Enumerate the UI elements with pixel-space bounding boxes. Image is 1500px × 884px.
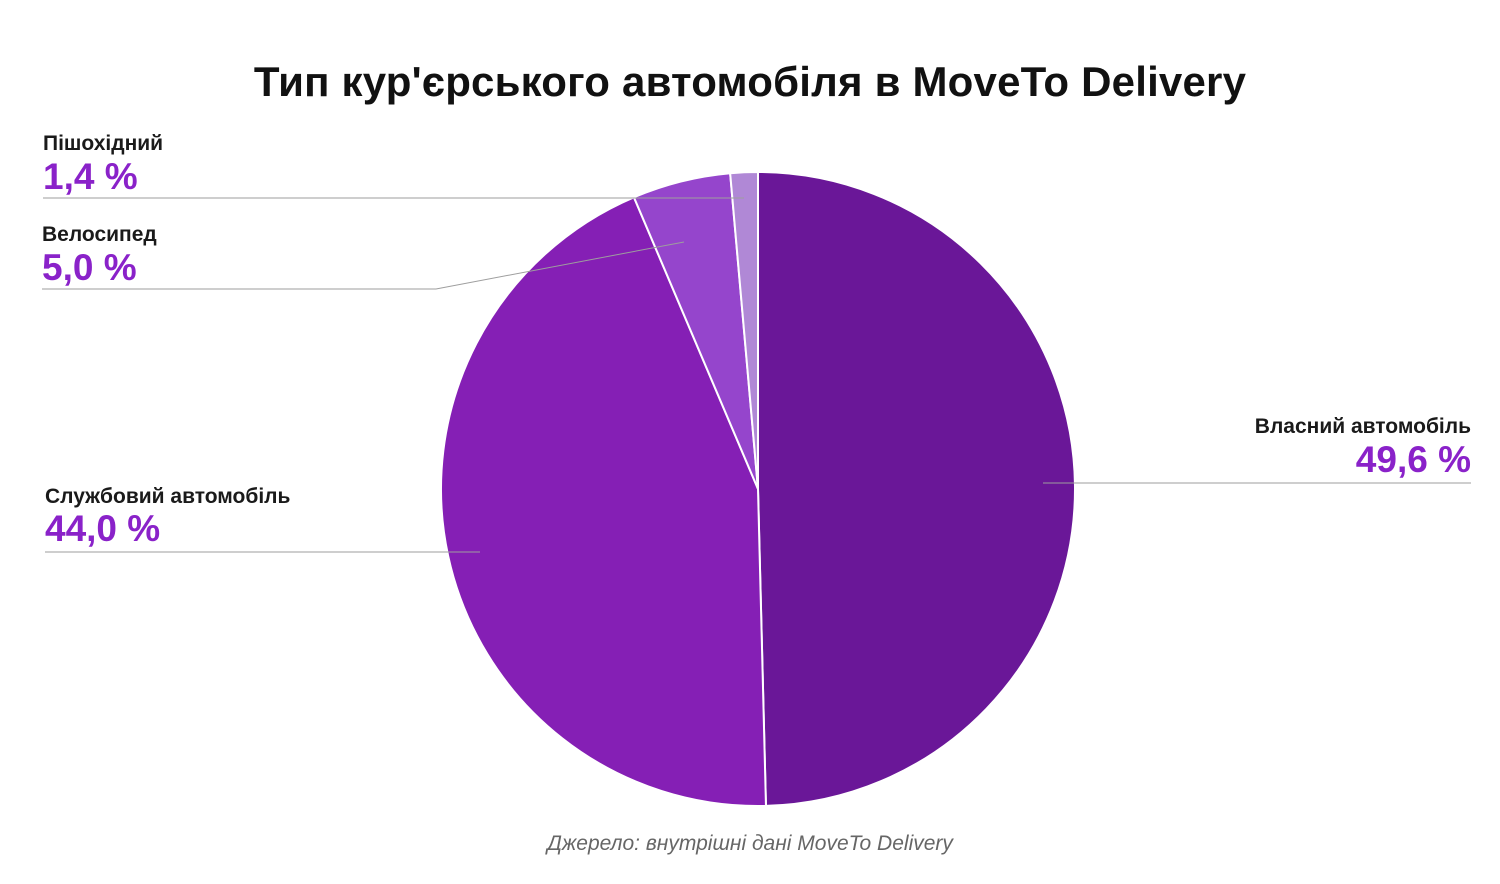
slice-velosyped-label: Велосипед (42, 223, 157, 246)
slice-velosyped-leader-line (42, 241, 685, 290)
slice-pishokhidnyi-value: 1,4 % (43, 156, 138, 197)
slice-vlasnyi-label: Власний автомобіль (1255, 415, 1471, 438)
slice-vlasnyi (757, 171, 1076, 807)
slice-sluzhbovyi-label: Службовий автомобіль (45, 485, 291, 508)
leader-lines (42, 197, 1471, 553)
slice-sluzhbovyi (440, 196, 767, 807)
slices-layer (440, 171, 1076, 807)
chart-source: Джерело: внутрішні дані MoveTo Delivery (547, 832, 953, 855)
slice-sluzhbovyi-value: 44,0 % (45, 508, 160, 549)
slice-vlasnyi-value: 49,6 % (1356, 439, 1471, 480)
slice-pishokhidnyi (729, 171, 759, 490)
slice-pishokhidnyi-label: Пішохідний (43, 132, 163, 155)
slice-velosyped-value: 5,0 % (42, 247, 137, 288)
chart-title: Тип кур'єрського автомобіля в MoveTo Del… (253, 58, 1247, 105)
